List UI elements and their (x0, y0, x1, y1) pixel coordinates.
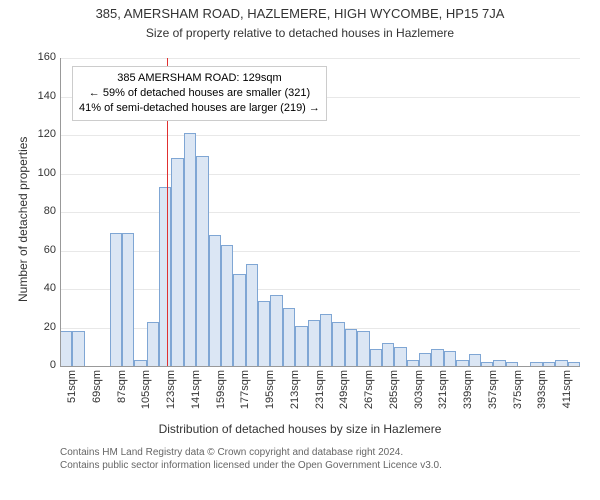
histogram-bar (171, 158, 183, 366)
copyright-line-2: Contains public sector information licen… (60, 459, 442, 472)
x-tick-label: 105sqm (140, 370, 152, 420)
histogram-bar (357, 331, 369, 366)
x-tick-label: 411sqm (561, 370, 573, 420)
x-tick-label: 69sqm (91, 370, 103, 420)
gridline (60, 289, 580, 290)
histogram-bar (394, 347, 406, 366)
info-line-2: ← 59% of detached houses are smaller (32… (79, 86, 320, 101)
histogram-bar (308, 320, 320, 366)
y-tick-label: 40 (26, 282, 56, 294)
histogram-bar (184, 133, 196, 366)
x-tick-label: 249sqm (338, 370, 350, 420)
histogram-bar (370, 349, 382, 366)
histogram-bar (332, 322, 344, 366)
x-tick-label: 357sqm (487, 370, 499, 420)
histogram-bar (382, 343, 394, 366)
info-line-3: 41% of semi-detached houses are larger (… (79, 101, 320, 116)
histogram-bar (209, 235, 221, 366)
y-tick-label: 80 (26, 205, 56, 217)
x-tick-label: 195sqm (264, 370, 276, 420)
histogram-bar (221, 245, 233, 366)
gridline (60, 58, 580, 59)
histogram-bar (196, 156, 208, 366)
chart-container: 385, AMERSHAM ROAD, HAZLEMERE, HIGH WYCO… (0, 0, 600, 500)
histogram-bar (295, 326, 307, 366)
x-axis-label: Distribution of detached houses by size … (0, 422, 600, 436)
gridline (60, 251, 580, 252)
histogram-bar (60, 331, 72, 366)
histogram-bar (233, 274, 245, 366)
histogram-bar (345, 329, 357, 366)
chart-subtitle: Size of property relative to detached ho… (0, 26, 600, 40)
x-tick-label: 393sqm (536, 370, 548, 420)
histogram-bar (469, 354, 481, 366)
copyright-line-1: Contains HM Land Registry data © Crown c… (60, 446, 442, 459)
copyright-text: Contains HM Land Registry data © Crown c… (60, 446, 442, 472)
x-tick-label: 177sqm (239, 370, 251, 420)
histogram-bar (72, 331, 84, 366)
histogram-bar (444, 351, 456, 366)
x-tick-label: 159sqm (215, 370, 227, 420)
x-tick-label: 267sqm (363, 370, 375, 420)
y-tick-label: 160 (26, 51, 56, 63)
x-tick-label: 339sqm (462, 370, 474, 420)
y-axis-line (60, 58, 61, 366)
info-line-1: 385 AMERSHAM ROAD: 129sqm (79, 71, 320, 86)
x-axis-line (60, 366, 580, 367)
histogram-bar (246, 264, 258, 366)
y-tick-label: 140 (26, 90, 56, 102)
x-tick-label: 285sqm (388, 370, 400, 420)
x-tick-label: 375sqm (512, 370, 524, 420)
y-tick-label: 100 (26, 167, 56, 179)
y-tick-label: 120 (26, 128, 56, 140)
histogram-bar (320, 314, 332, 366)
y-tick-label: 20 (26, 321, 56, 333)
x-tick-label: 213sqm (289, 370, 301, 420)
y-tick-label: 60 (26, 244, 56, 256)
histogram-bar (283, 308, 295, 366)
y-tick-label: 0 (26, 359, 56, 371)
gridline (60, 212, 580, 213)
property-info-box: 385 AMERSHAM ROAD: 129sqm← 59% of detach… (72, 66, 327, 121)
x-tick-label: 231sqm (314, 370, 326, 420)
x-tick-label: 303sqm (413, 370, 425, 420)
x-tick-label: 51sqm (66, 370, 78, 420)
histogram-bar (159, 187, 171, 366)
x-tick-label: 123sqm (165, 370, 177, 420)
x-tick-label: 141sqm (190, 370, 202, 420)
histogram-bar (122, 233, 134, 366)
histogram-bar (147, 322, 159, 366)
gridline (60, 135, 580, 136)
histogram-bar (419, 353, 431, 366)
x-tick-label: 87sqm (116, 370, 128, 420)
histogram-bar (258, 301, 270, 366)
histogram-bar (110, 233, 122, 366)
histogram-bar (431, 349, 443, 366)
x-tick-label: 321sqm (437, 370, 449, 420)
histogram-bar (270, 295, 282, 366)
gridline (60, 174, 580, 175)
page-title: 385, AMERSHAM ROAD, HAZLEMERE, HIGH WYCO… (0, 6, 600, 21)
y-axis-label: Number of detached properties (16, 137, 30, 302)
